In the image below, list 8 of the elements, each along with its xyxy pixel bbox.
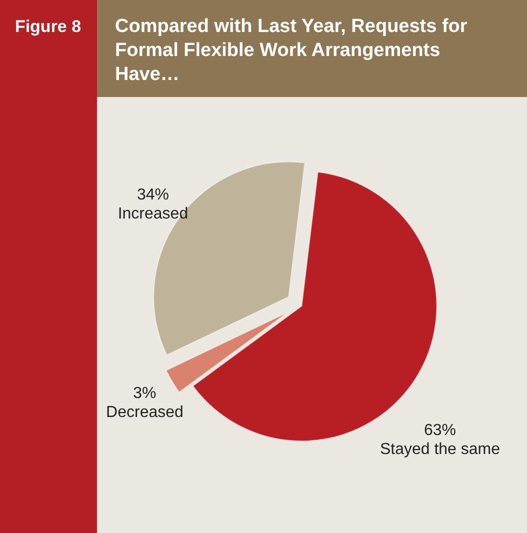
data-label: 63% [424, 422, 456, 439]
data-label: 3% [133, 385, 156, 402]
slice-label: Increased [118, 205, 188, 222]
caption: Figure 8 [14, 17, 82, 36]
slice-label: Decreased [106, 404, 184, 422]
chart-title: Compared with Last Year, Requests for Formal Flexible Work Arrangements Have… [115, 16, 468, 85]
slice-label: Stayed the same [380, 441, 500, 458]
data-label: 34% [136, 186, 169, 204]
